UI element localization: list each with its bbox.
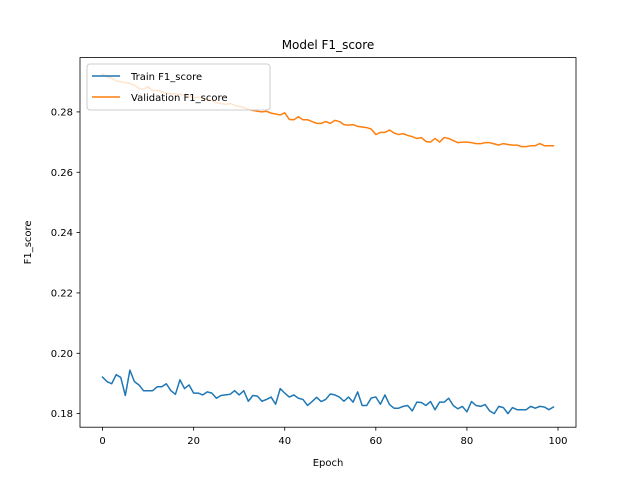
x-tick-label: 80 <box>461 436 474 447</box>
y-tick-label: 0.22 <box>51 288 73 299</box>
x-tick-label: 100 <box>548 436 567 447</box>
y-tick-label: 0.26 <box>51 168 73 179</box>
y-tick-label: 0.24 <box>51 228 73 239</box>
x-tick-label: 0 <box>99 436 105 447</box>
y-tick-label: 0.28 <box>51 107 73 118</box>
x-tick-label: 40 <box>278 436 291 447</box>
y-tick-label: 0.20 <box>51 349 73 360</box>
x-axis-ticks: 0 20 40 60 80 100 <box>99 427 568 447</box>
series-line-train-f1-score <box>101 369 555 415</box>
x-axis-label: Epoch <box>313 458 344 469</box>
x-tick-label: 60 <box>369 436 382 447</box>
chart-title: Model F1_score <box>282 38 375 52</box>
y-axis-ticks: 0.18 0.20 0.22 0.24 0.26 0.28 <box>51 107 80 420</box>
legend-label-train: Train F1_score <box>130 72 202 83</box>
legend-box <box>86 63 271 111</box>
legend: Train F1_score Validation F1_score <box>86 63 271 111</box>
legend-label-validation: Validation F1_score <box>131 93 228 104</box>
plot-frame <box>79 57 577 428</box>
x-tick-label: 20 <box>187 436 200 447</box>
y-axis-label: F1_score <box>23 220 34 264</box>
y-tick-label: 0.18 <box>51 409 73 420</box>
